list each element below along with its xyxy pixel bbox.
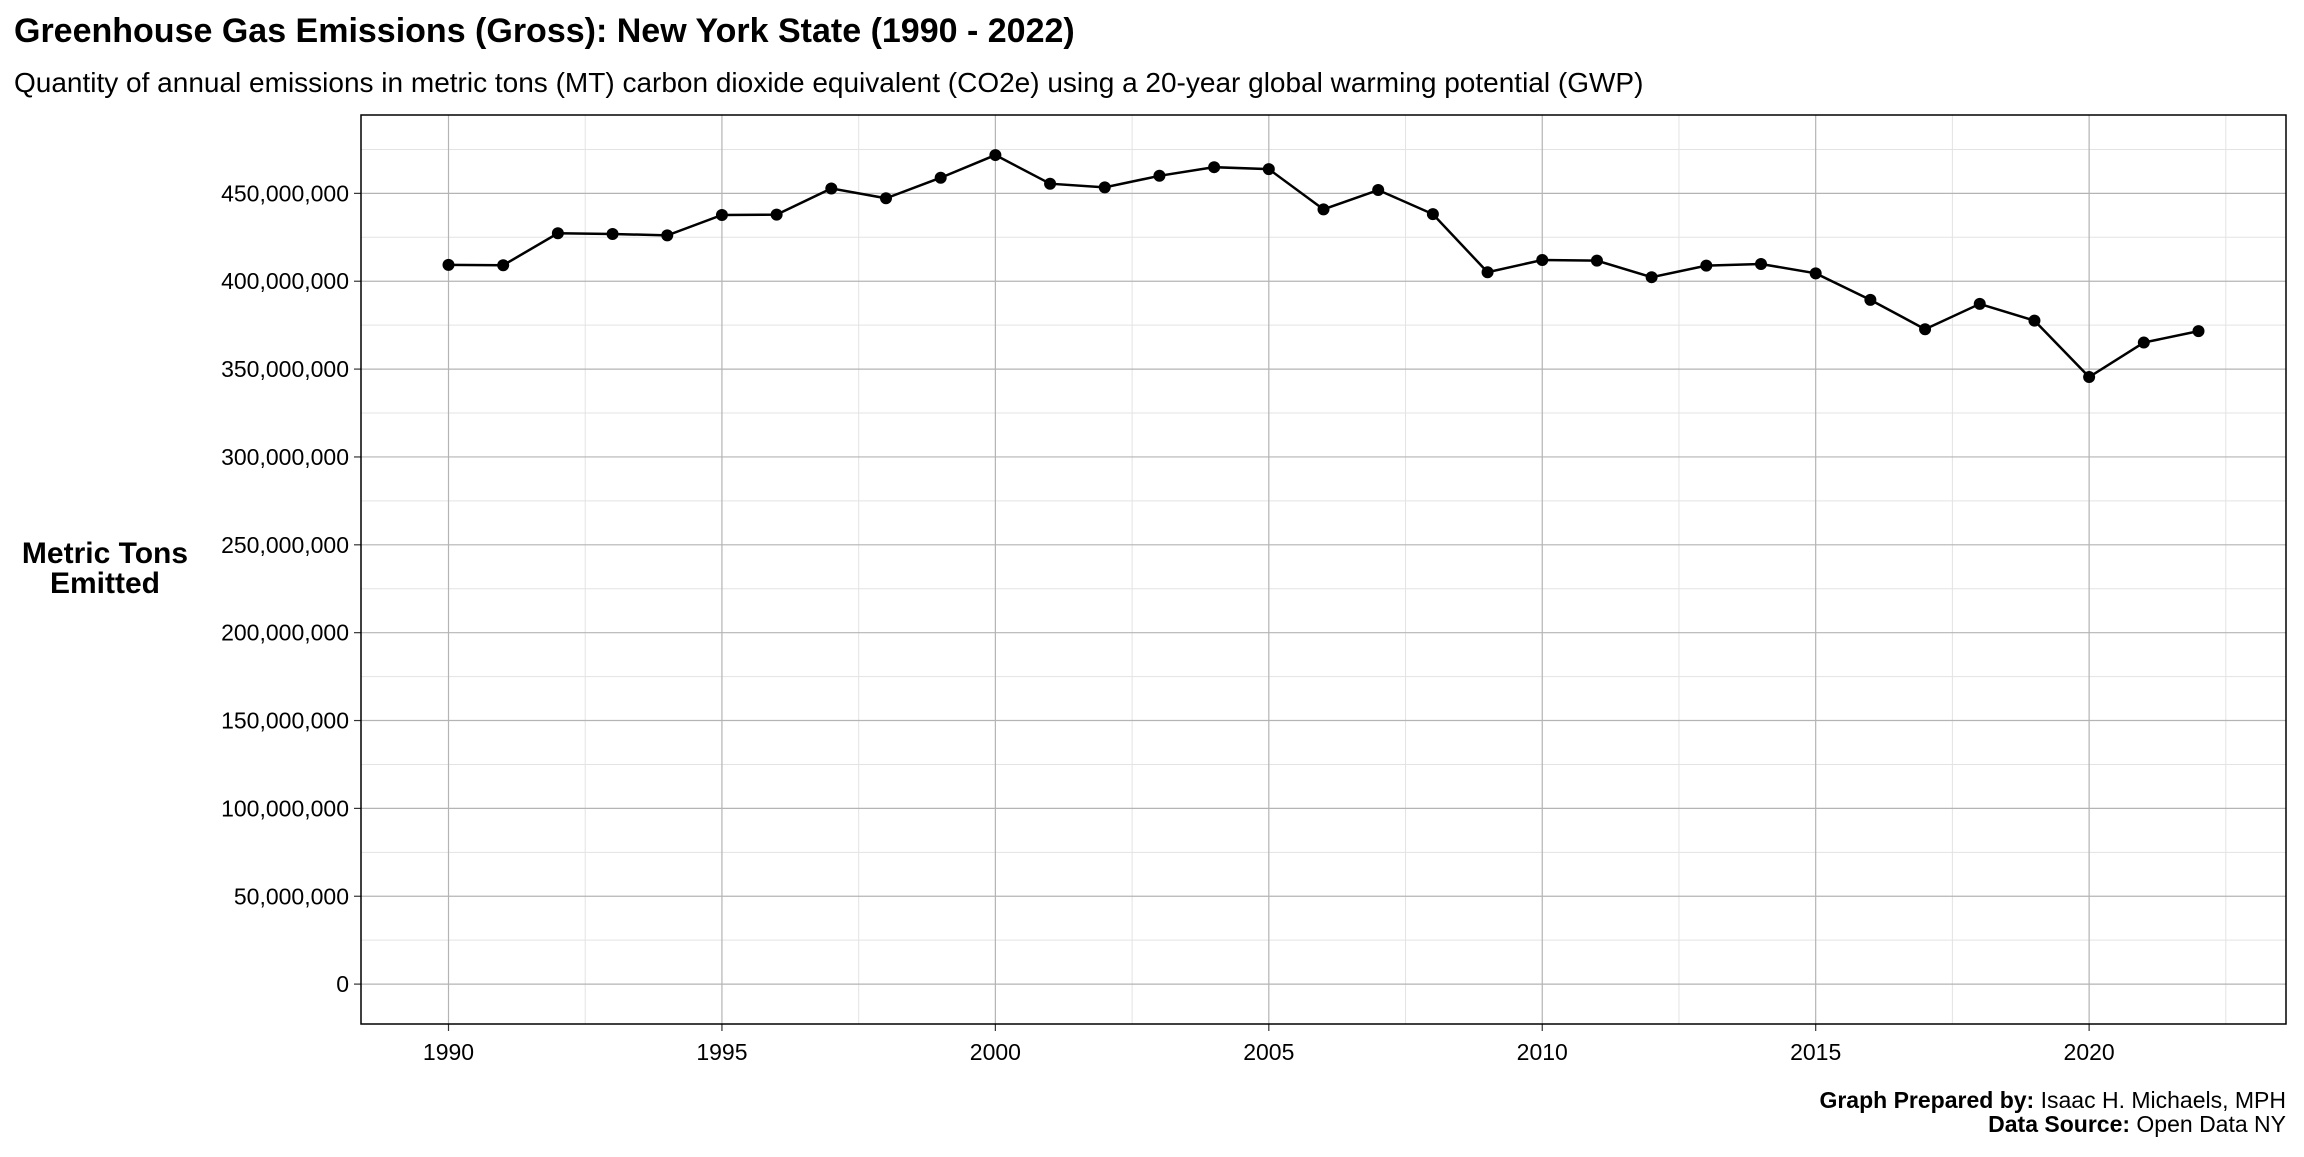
data-source-label: Data Source: <box>1988 1111 2130 1137</box>
data-point-1990 <box>442 258 455 271</box>
chart-title: Greenhouse Gas Emissions (Gross): New Yo… <box>14 12 1075 50</box>
data-point-2008 <box>1426 208 1439 221</box>
y-tick-label: 300,000,000 <box>221 444 349 470</box>
data-point-1997 <box>825 182 838 195</box>
data-point-1999 <box>934 171 947 184</box>
data-point-2016 <box>1864 293 1877 306</box>
data-point-2015 <box>1809 267 1822 280</box>
y-axis-label-line2: Emitted <box>50 567 160 600</box>
data-point-2011 <box>1590 254 1603 267</box>
data-point-2018 <box>1973 297 1986 310</box>
prepared-by-label: Graph Prepared by: <box>1819 1087 2034 1113</box>
data-point-2017 <box>1919 323 1932 336</box>
x-tick-label: 2000 <box>970 1039 1021 1065</box>
x-tick-label: 1990 <box>423 1039 474 1065</box>
data-point-1993 <box>606 227 619 240</box>
data-point-2014 <box>1755 258 1767 271</box>
data-point-2002 <box>1098 181 1111 194</box>
chart-subtitle: Quantity of annual emissions in metric t… <box>14 67 1643 98</box>
data-point-2000 <box>989 149 1002 162</box>
series-emissions <box>442 149 2205 383</box>
x-tick-label: 2005 <box>1243 1039 1294 1065</box>
data-point-1996 <box>770 208 783 221</box>
y-tick-label: 350,000,000 <box>221 356 349 382</box>
y-tick-label: 150,000,000 <box>221 708 349 734</box>
prepared-by-value: Isaac H. Michaels, MPH <box>2034 1087 2286 1113</box>
data-point-1998 <box>880 192 892 205</box>
y-axis-label-line1: Metric Tons <box>22 537 188 570</box>
data-point-2004 <box>1208 161 1221 174</box>
plot-panel-border <box>360 114 2287 1025</box>
data-point-2020 <box>2083 370 2096 383</box>
data-point-2022 <box>2192 325 2205 338</box>
caption-data-source: Data Source: Open Data NY <box>1988 1111 2286 1137</box>
data-point-2003 <box>1153 169 1166 182</box>
data-point-2005 <box>1262 163 1275 176</box>
y-tick-label: 250,000,000 <box>221 532 349 558</box>
y-axis: 0 50,000,000 100,000,000 150,000,000 200,000… <box>221 180 361 997</box>
y-tick-label: 200,000,000 <box>221 620 349 646</box>
x-tick-label: 2010 <box>1517 1039 1568 1065</box>
caption-prepared-by: Graph Prepared by: Isaac H. Michaels, MP… <box>1819 1087 2286 1113</box>
data-point-2009 <box>1481 266 1494 279</box>
series-line <box>448 153 2199 379</box>
data-point-2010 <box>1536 253 1549 266</box>
x-axis: 1990 1995 2000 2005 2010 2015 2020 <box>423 1024 2115 1065</box>
grid-lines <box>361 115 2286 1024</box>
data-point-1994 <box>661 229 674 242</box>
data-source-value: Open Data NY <box>2130 1111 2286 1137</box>
y-tick-label: 400,000,000 <box>221 268 349 294</box>
x-tick-label: 1995 <box>696 1039 747 1065</box>
data-point-2007 <box>1372 184 1385 197</box>
data-point-1992 <box>551 227 564 240</box>
data-point-2006 <box>1317 203 1330 216</box>
x-tick-label: 2015 <box>1790 1039 1841 1065</box>
y-tick-label: 450,000,000 <box>221 180 349 206</box>
x-tick-label: 2020 <box>2064 1039 2115 1065</box>
y-tick-label: 0 <box>336 971 349 997</box>
data-point-1991 <box>497 259 510 272</box>
data-point-2012 <box>1645 271 1658 284</box>
data-point-2001 <box>1044 177 1057 190</box>
y-tick-label: 100,000,000 <box>221 795 349 821</box>
data-point-1995 <box>715 208 728 221</box>
data-point-2021 <box>2137 336 2150 349</box>
data-point-2019 <box>2028 314 2041 327</box>
y-tick-label: 50,000,000 <box>234 883 349 909</box>
data-point-2013 <box>1700 259 1713 272</box>
